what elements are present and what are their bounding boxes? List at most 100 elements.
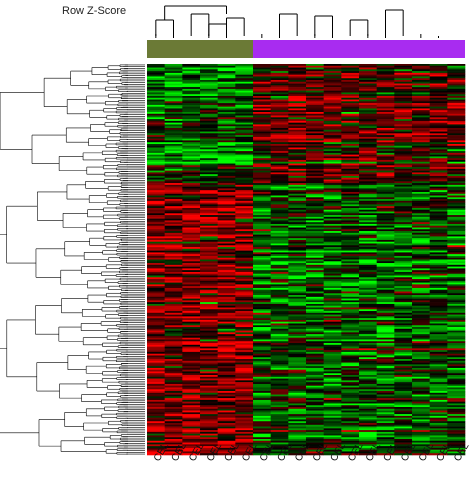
heatmap-cell — [376, 142, 395, 145]
heatmap-cell — [394, 126, 413, 129]
heatmap-cell — [182, 433, 201, 436]
heatmap-cell — [429, 284, 448, 287]
heatmap-cell — [376, 289, 395, 292]
heatmap-cell — [341, 414, 360, 417]
heatmap-cell — [341, 252, 360, 255]
heatmap-cell — [306, 174, 324, 177]
heatmap-cell — [288, 181, 307, 184]
heatmap-cell — [341, 231, 360, 234]
heatmap-cell — [147, 257, 165, 260]
heatmap-cell — [217, 76, 236, 79]
heatmap-cell — [217, 357, 236, 360]
heatmap-cell — [270, 222, 289, 225]
heatmap-cell — [253, 108, 271, 111]
heatmap-cell — [429, 254, 448, 257]
heatmap-cell — [235, 264, 254, 267]
heatmap-cell — [253, 316, 271, 319]
heatmap-cell — [270, 414, 289, 417]
heatmap-cell — [359, 117, 377, 120]
heatmap-cell — [217, 346, 236, 349]
heatmap-cell — [182, 117, 201, 120]
heatmap-cell — [447, 399, 466, 402]
heatmap-cell — [376, 99, 395, 102]
heatmap-cell — [359, 359, 377, 362]
heatmap-cell — [182, 263, 201, 266]
heatmap-cell — [200, 357, 218, 360]
heatmap-cell — [447, 401, 466, 404]
heatmap-cell — [200, 426, 218, 429]
heatmap-cell — [235, 401, 254, 404]
heatmap-cell — [447, 191, 466, 195]
heatmap-cell — [200, 312, 218, 315]
heatmap-cell — [253, 424, 271, 427]
heatmap-cell — [341, 289, 360, 292]
heatmap-cell — [359, 252, 377, 255]
heatmap-cell — [217, 234, 236, 237]
heatmap-cell — [288, 190, 307, 193]
heatmap-cell — [447, 231, 466, 234]
heatmap-cell — [429, 341, 448, 344]
heatmap-cell — [253, 355, 271, 358]
heatmap-cell — [429, 419, 448, 422]
heatmap-cell — [394, 296, 413, 299]
heatmap-cell — [323, 291, 342, 294]
heatmap-cell — [164, 435, 183, 438]
heatmap-cell — [253, 90, 271, 93]
heatmap-cell — [306, 95, 324, 99]
heatmap-cell — [217, 439, 236, 442]
heatmap-cell — [270, 104, 289, 107]
heatmap-cell — [147, 159, 165, 163]
heatmap-cell — [270, 133, 289, 136]
heatmap-cell — [376, 431, 395, 434]
heatmap-cell — [412, 337, 430, 340]
heatmap-cell — [217, 364, 236, 367]
heatmap-cell — [447, 197, 466, 200]
heatmap-cell — [412, 442, 430, 445]
heatmap-cell — [270, 415, 289, 418]
heatmap-cell — [217, 69, 236, 72]
heatmap-cell — [306, 392, 324, 395]
heatmap-cell — [412, 220, 430, 223]
heatmap-cell — [182, 394, 201, 397]
heatmap-cell — [394, 247, 413, 250]
heatmap-cell — [200, 371, 218, 374]
heatmap-cell — [164, 442, 183, 445]
heatmap-cell — [200, 90, 218, 93]
heatmap-cell — [200, 266, 218, 269]
heatmap-cell — [412, 163, 430, 166]
heatmap-cell — [412, 199, 430, 202]
heatmap-cell — [253, 131, 271, 134]
heatmap-cell — [412, 170, 430, 173]
heatmap-cell — [412, 407, 430, 410]
heatmap-cell — [376, 65, 395, 68]
heatmap-cell — [359, 287, 377, 291]
heatmap-cell — [412, 403, 430, 406]
heatmap-cell — [306, 439, 324, 442]
heatmap-cell — [306, 346, 324, 349]
heatmap-cell — [164, 126, 183, 129]
heatmap-cell — [447, 69, 466, 72]
heatmap-cell — [323, 200, 342, 203]
heatmap-cell — [200, 225, 218, 228]
heatmap-cell — [270, 64, 289, 67]
heatmap-cell — [447, 158, 466, 161]
heatmap-cell — [447, 122, 466, 125]
heatmap-cell — [429, 85, 448, 88]
heatmap-cell — [235, 154, 254, 157]
heatmap-cell — [217, 170, 236, 173]
heatmap-cell — [394, 437, 413, 440]
heatmap-cell — [147, 87, 165, 90]
heatmap-cell — [359, 343, 377, 346]
heatmap-cell — [235, 421, 254, 424]
heatmap-cell — [164, 355, 183, 358]
heatmap-cell — [447, 316, 466, 319]
heatmap-cell — [412, 410, 430, 413]
heatmap-cell — [164, 364, 183, 367]
heatmap-cell — [394, 327, 413, 330]
heatmap-cell — [306, 426, 324, 429]
heatmap-cell — [182, 302, 201, 305]
heatmap-cell — [217, 337, 236, 340]
heatmap-cell — [217, 382, 236, 385]
heatmap-cell — [323, 259, 342, 262]
heatmap-cell — [412, 151, 430, 154]
